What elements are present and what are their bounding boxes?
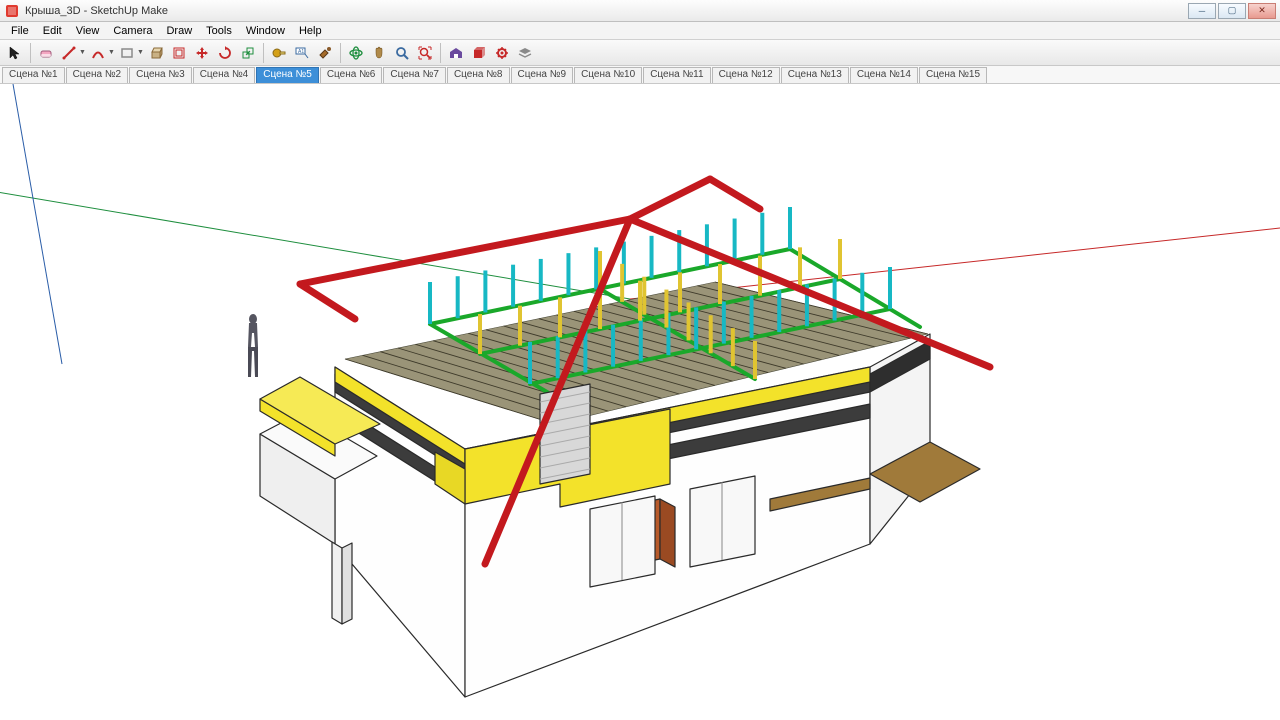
scene-tab-9[interactable]: Сцена №9: [511, 67, 574, 83]
minimize-button[interactable]: ─: [1188, 3, 1216, 19]
title-bar: Крыша_3D - SketchUp Make ─ ▢ ✕: [0, 0, 1280, 22]
menu-view[interactable]: View: [69, 24, 107, 38]
maximize-button[interactable]: ▢: [1218, 3, 1246, 19]
scene-tab-13[interactable]: Сцена №13: [781, 67, 849, 83]
window-title: Крыша_3D - SketchUp Make: [25, 5, 1188, 17]
scene-tab-5[interactable]: Сцена №5: [256, 67, 319, 83]
zoom-tool[interactable]: [391, 42, 413, 64]
toolbar-separator: [340, 43, 341, 63]
toolbar-separator: [440, 43, 441, 63]
move-tool[interactable]: [191, 42, 213, 64]
toolbar-separator: [263, 43, 264, 63]
app-icon: [4, 3, 20, 19]
scene-tab-6[interactable]: Сцена №6: [320, 67, 383, 83]
scale-tool[interactable]: [237, 42, 259, 64]
scene-tab-3[interactable]: Сцена №3: [129, 67, 192, 83]
eraser-tool[interactable]: [35, 42, 57, 64]
viewport[interactable]: [0, 84, 1280, 720]
shape-tool[interactable]: [116, 42, 138, 64]
main-toolbar: ▼ ▼ ▼ A1: [0, 40, 1280, 66]
menu-bar: FileEditViewCameraDrawToolsWindowHelp: [0, 22, 1280, 40]
scene-tab-2[interactable]: Сцена №2: [66, 67, 129, 83]
scene-tab-7[interactable]: Сцена №7: [383, 67, 446, 83]
tape-tool[interactable]: [268, 42, 290, 64]
scene-tabs: Сцена №1Сцена №2Сцена №3Сцена №4Сцена №5…: [0, 66, 1280, 84]
menu-draw[interactable]: Draw: [159, 24, 199, 38]
scene-tab-1[interactable]: Сцена №1: [2, 67, 65, 83]
line-tool-dropdown[interactable]: ▼: [79, 42, 86, 64]
scene-tab-4[interactable]: Сцена №4: [193, 67, 256, 83]
arc-tool-dropdown[interactable]: ▼: [108, 42, 115, 64]
model-canvas[interactable]: [0, 84, 1280, 720]
arc-tool[interactable]: [87, 42, 109, 64]
offset-tool[interactable]: [168, 42, 190, 64]
extension-2[interactable]: [491, 42, 513, 64]
select-tool[interactable]: [4, 42, 26, 64]
menu-file[interactable]: File: [4, 24, 36, 38]
shape-tool-dropdown[interactable]: ▼: [137, 42, 144, 64]
pan-tool[interactable]: [368, 42, 390, 64]
scene-tab-8[interactable]: Сцена №8: [447, 67, 510, 83]
warehouse[interactable]: [445, 42, 467, 64]
svg-text:A1: A1: [298, 49, 304, 55]
pushpull-tool[interactable]: [145, 42, 167, 64]
scene-tab-14[interactable]: Сцена №14: [850, 67, 918, 83]
scene-tab-12[interactable]: Сцена №12: [712, 67, 780, 83]
line-tool[interactable]: [58, 42, 80, 64]
menu-edit[interactable]: Edit: [36, 24, 69, 38]
orbit-tool[interactable]: [345, 42, 367, 64]
window-buttons: ─ ▢ ✕: [1188, 3, 1276, 19]
menu-tools[interactable]: Tools: [199, 24, 239, 38]
menu-camera[interactable]: Camera: [106, 24, 159, 38]
scene-tab-11[interactable]: Сцена №11: [643, 67, 710, 83]
menu-window[interactable]: Window: [239, 24, 292, 38]
close-button[interactable]: ✕: [1248, 3, 1276, 19]
extension-3[interactable]: [514, 42, 536, 64]
scene-tab-10[interactable]: Сцена №10: [574, 67, 642, 83]
paint-tool[interactable]: [314, 42, 336, 64]
scene-tab-15[interactable]: Сцена №15: [919, 67, 987, 83]
rotate-tool[interactable]: [214, 42, 236, 64]
menu-help[interactable]: Help: [292, 24, 329, 38]
text-tool[interactable]: A1: [291, 42, 313, 64]
extension-1[interactable]: [468, 42, 490, 64]
zoom-extents[interactable]: [414, 42, 436, 64]
toolbar-separator: [30, 43, 31, 63]
